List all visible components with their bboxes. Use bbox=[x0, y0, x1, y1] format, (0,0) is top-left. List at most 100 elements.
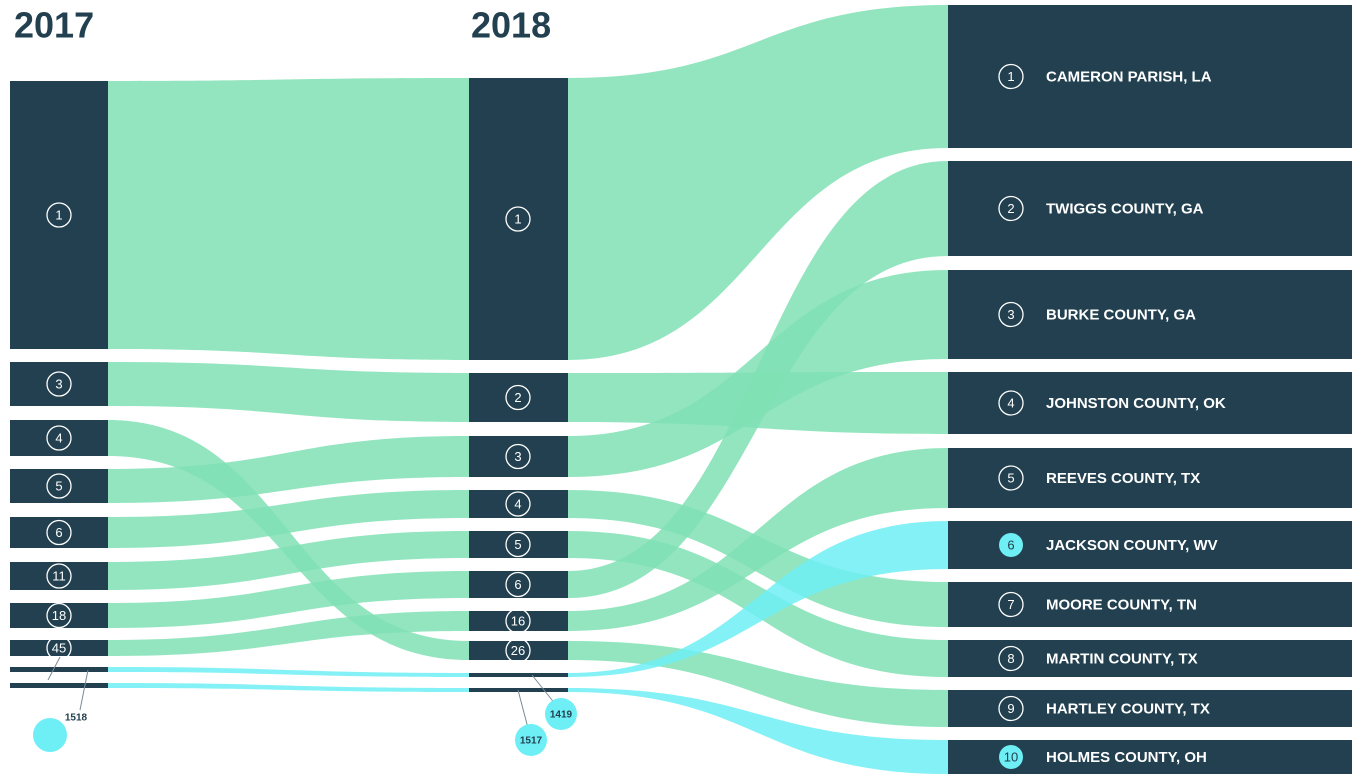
rank-badge bbox=[998, 63, 1024, 90]
county-bar bbox=[948, 270, 1352, 359]
node-bar bbox=[469, 641, 568, 660]
rank-label: 6 bbox=[1007, 537, 1014, 552]
node-bar bbox=[10, 667, 108, 672]
county-name: HOLMES COUNTY, OH bbox=[1046, 749, 1207, 766]
county-name: TWIGGS COUNTY, GA bbox=[1046, 200, 1204, 217]
node-bar bbox=[10, 362, 108, 406]
rank-label: 9 bbox=[1007, 701, 1014, 716]
callout-dot bbox=[33, 718, 67, 752]
rank-label: 26 bbox=[511, 643, 525, 658]
node-bar bbox=[10, 640, 108, 656]
rank-label: 1 bbox=[514, 211, 521, 226]
flow bbox=[568, 688, 948, 774]
flow bbox=[568, 521, 948, 677]
rank-label: 2 bbox=[514, 390, 521, 405]
node-bar bbox=[10, 469, 108, 503]
callout-label: 1517 bbox=[520, 736, 543, 747]
node-bar bbox=[10, 81, 108, 349]
rank-badge bbox=[46, 371, 72, 397]
rank-badge bbox=[505, 571, 531, 598]
node-bar bbox=[469, 611, 568, 631]
rank-badge bbox=[46, 563, 72, 589]
rank-label: 1 bbox=[55, 207, 62, 222]
flow bbox=[108, 667, 469, 677]
county-bar bbox=[948, 161, 1352, 256]
node-bar bbox=[10, 517, 108, 548]
flow bbox=[108, 78, 469, 360]
rank-badge bbox=[998, 591, 1024, 618]
county-name: JOHNSTON COUNTY, OK bbox=[1046, 395, 1226, 412]
flow bbox=[108, 490, 469, 548]
county-bar bbox=[948, 640, 1352, 677]
rank-badge bbox=[998, 195, 1024, 222]
node-bar bbox=[469, 436, 568, 477]
rank-label: 4 bbox=[514, 496, 521, 511]
callout-line bbox=[47, 656, 61, 681]
callout-line bbox=[517, 689, 529, 729]
rank-label: 3 bbox=[55, 376, 62, 391]
rank-badge bbox=[46, 519, 72, 546]
rank-badge bbox=[998, 301, 1024, 328]
county-name: BURKE COUNTY, GA bbox=[1046, 306, 1196, 323]
county-name: MOORE COUNTY, TN bbox=[1046, 596, 1197, 613]
rank-badge bbox=[46, 602, 72, 629]
county-bar bbox=[948, 5, 1352, 148]
rank-badge bbox=[999, 745, 1023, 769]
flow bbox=[108, 436, 469, 503]
node-bar bbox=[469, 78, 568, 360]
callout-label: 1518 bbox=[65, 713, 88, 724]
rank-badge bbox=[505, 443, 531, 470]
callout-line bbox=[79, 669, 89, 711]
rank-label: 3 bbox=[1007, 307, 1014, 322]
rank-label: 4 bbox=[55, 430, 62, 445]
rank-label: 6 bbox=[514, 577, 521, 592]
flows bbox=[108, 5, 948, 774]
rank-badge bbox=[46, 425, 72, 451]
rank-badge bbox=[46, 473, 72, 499]
rank-label: 5 bbox=[1007, 470, 1014, 485]
flow bbox=[108, 683, 469, 692]
node-bar bbox=[469, 571, 568, 598]
rank-badge bbox=[505, 206, 531, 232]
flow bbox=[108, 531, 469, 590]
rank-label: 4 bbox=[1007, 395, 1014, 410]
rank-badge bbox=[46, 202, 72, 228]
rank-label: 1 bbox=[1007, 69, 1014, 84]
callout-dot bbox=[545, 698, 577, 730]
flow bbox=[108, 362, 469, 422]
rank-label: 45 bbox=[52, 640, 66, 655]
rank-label: 7 bbox=[1007, 597, 1014, 612]
county-name: REEVES COUNTY, TX bbox=[1046, 470, 1200, 487]
rank-label: 16 bbox=[511, 613, 525, 628]
node-bar bbox=[469, 373, 568, 422]
rank-badge bbox=[505, 637, 531, 664]
flow bbox=[108, 420, 469, 660]
node-bar bbox=[10, 603, 108, 628]
rank-badge bbox=[998, 465, 1024, 491]
node-bar bbox=[10, 562, 108, 590]
county-name: CAMERON PARISH, LA bbox=[1046, 68, 1212, 85]
flow bbox=[568, 5, 948, 360]
rank-badge bbox=[505, 608, 531, 634]
rank-label: 11 bbox=[52, 568, 66, 583]
node-bar bbox=[469, 531, 568, 558]
node-bar bbox=[469, 490, 568, 518]
column-title: 2018 bbox=[471, 5, 551, 46]
node-bar bbox=[469, 673, 568, 677]
rank-label: 8 bbox=[1007, 651, 1014, 666]
rank-label: 5 bbox=[55, 478, 62, 493]
rank-badge bbox=[505, 531, 531, 558]
rank-badge bbox=[998, 645, 1024, 672]
rank-badge bbox=[505, 384, 531, 411]
county-name: JACKSON COUNTY, WV bbox=[1046, 537, 1218, 554]
county-name: HARTLEY COUNTY, TX bbox=[1046, 700, 1210, 717]
flow bbox=[108, 611, 469, 656]
flow bbox=[568, 161, 948, 598]
column-title: 2017 bbox=[14, 5, 94, 46]
rank-label: 5 bbox=[514, 537, 521, 552]
rank-badge bbox=[505, 491, 531, 517]
callout-dot bbox=[515, 724, 547, 756]
county-bar bbox=[948, 582, 1352, 627]
flow bbox=[108, 571, 469, 628]
